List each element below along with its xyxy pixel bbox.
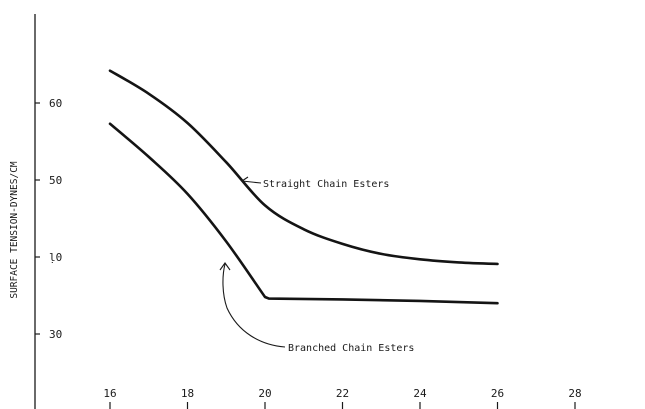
annotation-straight-arrow — [241, 180, 262, 184]
y-tick-label-40: ḷ0 — [49, 251, 62, 264]
x-tick-label-24: 24 — [413, 387, 427, 400]
annotation-branched: Branched Chain Esters — [219, 262, 414, 354]
y-tick-label-60: 60 — [49, 97, 62, 110]
annotation-straight-arrowhead — [241, 176, 249, 187]
x-tick-label-28: 28 — [568, 387, 581, 400]
annotation-straight-label: Straight Chain Esters — [263, 179, 389, 190]
x-tick-label-22: 22 — [336, 387, 349, 400]
series-group — [108, 69, 499, 305]
y-tick-label-50: 50 — [49, 174, 62, 187]
annotation-branched-arrowhead — [219, 262, 231, 271]
x-tick-label-18: 18 — [181, 387, 194, 400]
x-tick-label-26: 26 — [491, 387, 504, 400]
annotation-branched-arrow — [222, 263, 286, 348]
annotation-branched-label: Branched Chain Esters — [288, 343, 414, 354]
y-axis-ticks: 30 ḷ0 50 60 — [35, 97, 62, 341]
x-tick-label-16: 16 — [103, 387, 116, 400]
y-tick-label-30: 30 — [49, 328, 62, 341]
series-line-1 — [108, 122, 499, 305]
x-tick-label-20: 20 — [258, 387, 271, 400]
x-axis-ticks: 16 18 20 22 24 26 28 — [103, 387, 582, 409]
y-axis-label: SURFACE TENSION-DYNES/CM — [9, 161, 20, 299]
annotation-straight: Straight Chain Esters — [241, 176, 389, 190]
series-line-0 — [108, 69, 499, 266]
